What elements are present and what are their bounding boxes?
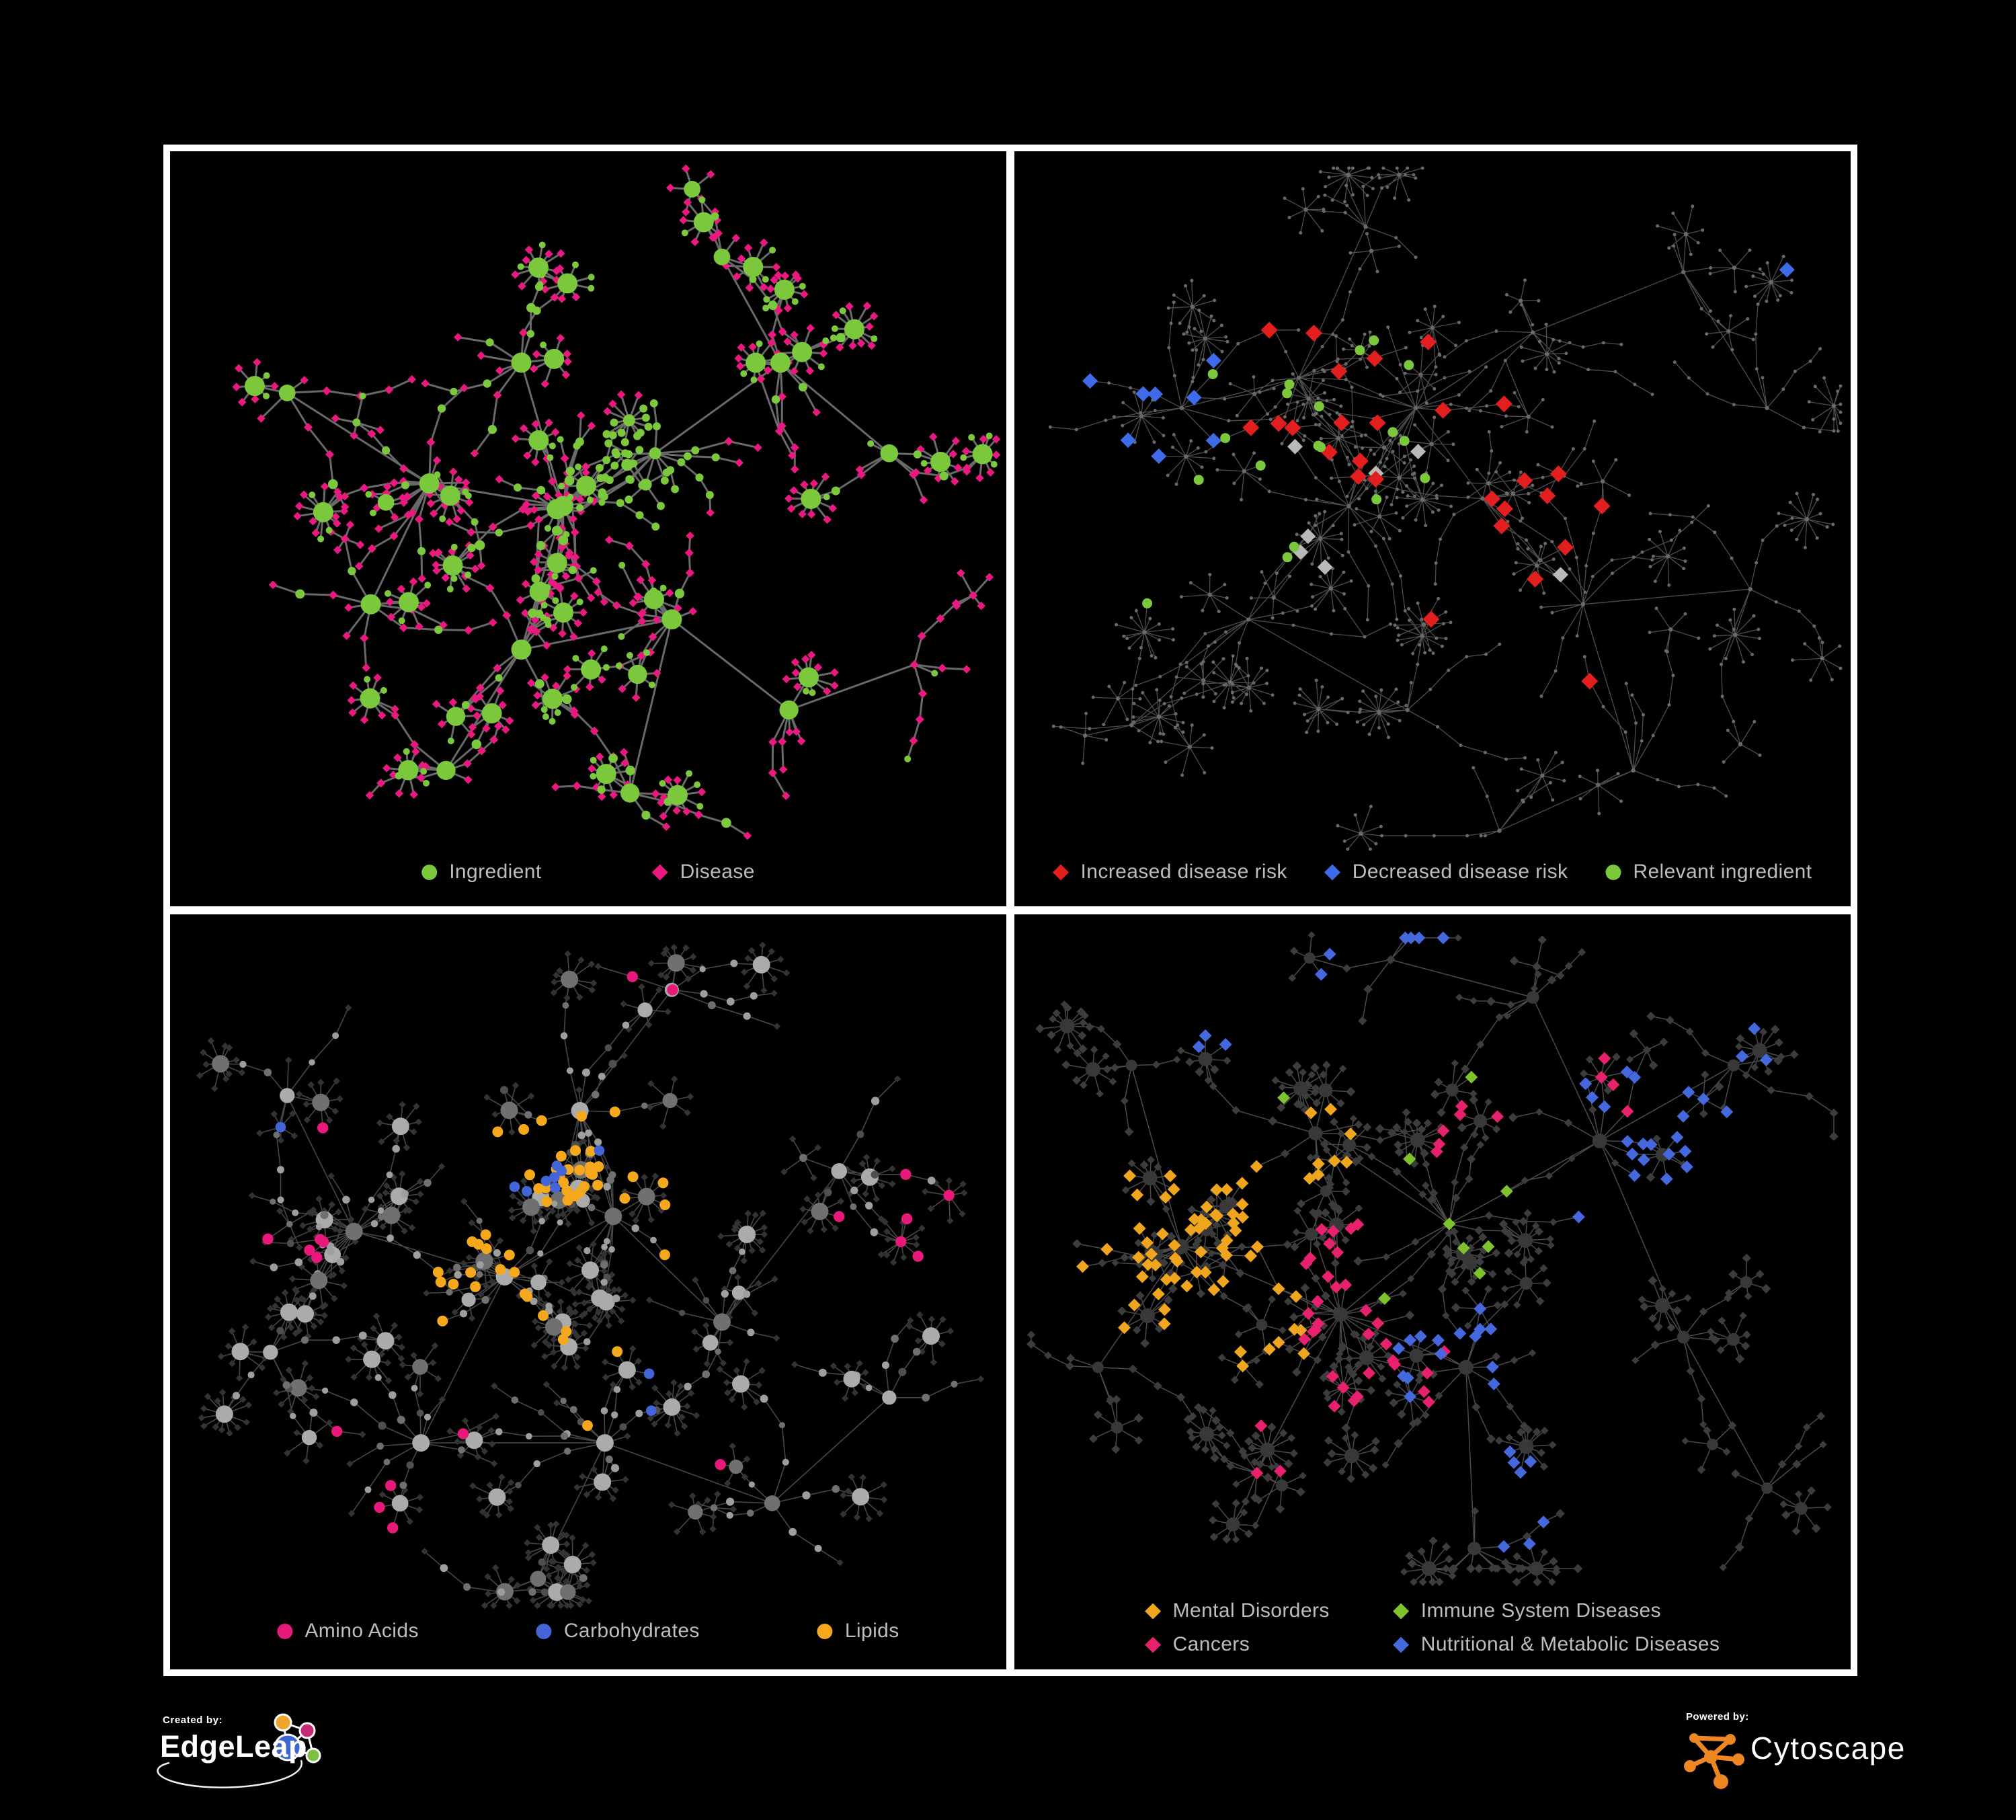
legend-ingredient-disease: Ingredient Disease — [421, 861, 755, 883]
carbohydrates-circle-marker-icon — [536, 1623, 552, 1639]
mental-disorders-diamond-marker-icon — [1145, 1602, 1162, 1620]
panel-nutrient-classes: Amino Acids Carbohydrates Lipids — [170, 914, 1006, 1669]
legend-label: Carbohydrates — [563, 1620, 700, 1642]
edgeleap-orange-node — [274, 1713, 292, 1732]
cytoscape-wordmark: Cytoscape — [1750, 1731, 1906, 1766]
panel-ingredient-disease: Ingredient Disease — [170, 151, 1006, 906]
legend-disease-classes: Mental Disorders Immune System Diseases … — [1145, 1599, 1720, 1656]
disease-classes-network-graph — [1026, 931, 1839, 1587]
lipids-circle-marker-icon — [817, 1623, 833, 1639]
legend-label: Cancers — [1172, 1633, 1250, 1655]
nutrient-classes-network-graph — [196, 941, 985, 1610]
cancers-diamond-marker-icon — [1145, 1636, 1162, 1653]
edgeleap-logo: Created by: EdgeLeap — [145, 1713, 333, 1794]
immune-system-diamond-marker-icon — [1393, 1602, 1410, 1620]
disease-risk-network-graph — [1048, 166, 1843, 851]
legend-item-amino-acids: Amino Acids — [277, 1620, 418, 1643]
legend-item-carbohydrates: Carbohydrates — [536, 1620, 700, 1643]
panel-disease-risk: Increased disease risk Decreased disease… — [1014, 151, 1851, 906]
legend-nutrient-classes: Amino Acids Carbohydrates Lipids — [277, 1620, 899, 1643]
cytoscape-logo: Powered by: Cytoscape — [1681, 1711, 1976, 1792]
legend-label: Lipids — [844, 1620, 899, 1642]
edgeleap-swoosh — [157, 1759, 303, 1788]
legend-item-decreased-risk: Decreased disease risk — [1324, 861, 1568, 883]
figure-grid: Ingredient Disease Increased disease ris… — [163, 145, 1857, 1676]
cytoscape-icon-nodes — [1684, 1733, 1744, 1789]
edgeleap-green-node — [305, 1747, 321, 1764]
nutritional-metabolic-diamond-marker-icon — [1393, 1636, 1410, 1653]
created-by-label: Created by: — [163, 1714, 223, 1726]
legend-item-immune-system-diseases: Immune System Diseases — [1393, 1599, 1720, 1622]
legend-item-mental-disorders: Mental Disorders — [1145, 1599, 1330, 1622]
panel-disease-classes: Mental Disorders Immune System Diseases … — [1014, 914, 1851, 1669]
legend-label: Increased disease risk — [1080, 861, 1287, 883]
legend-label: Ingredient — [449, 861, 542, 883]
legend-item-disease: Disease — [652, 861, 755, 883]
edgeleap-blue-node — [274, 1733, 302, 1762]
legend-item-relevant-ingredient: Relevant ingredient — [1605, 861, 1812, 883]
increased-risk-diamond-marker-icon — [1052, 863, 1070, 881]
legend-item-increased-risk: Increased disease risk — [1052, 861, 1287, 883]
cytoscape-network-icon — [1684, 1733, 1744, 1789]
legend-label: Relevant ingredient — [1633, 861, 1812, 883]
ingredient-circle-marker-icon — [421, 864, 438, 880]
disease-diamond-marker-icon — [652, 863, 669, 881]
edgeleap-network-icon — [157, 1713, 321, 1788]
relevant-ingredient-circle-marker-icon — [1605, 864, 1621, 880]
legend-label: Amino Acids — [305, 1620, 419, 1642]
legend-disease-risk: Increased disease risk Decreased disease… — [1052, 861, 1812, 883]
legend-label: Immune System Diseases — [1420, 1599, 1661, 1622]
edgeleap-magenta-node — [298, 1722, 316, 1739]
legend-item-nutritional-metabolic-diseases: Nutritional & Metabolic Diseases — [1393, 1633, 1720, 1656]
edgeleap-wordmark: EdgeLeap — [160, 1729, 308, 1764]
decreased-risk-diamond-marker-icon — [1324, 863, 1341, 881]
powered-by-label: Powered by: — [1686, 1711, 1749, 1723]
ingredient-disease-network-graph — [232, 164, 1001, 840]
legend-item-cancers: Cancers — [1145, 1633, 1330, 1656]
legend-label: Decreased disease risk — [1352, 861, 1568, 883]
legend-item-ingredient: Ingredient — [421, 861, 541, 883]
amino-acids-circle-marker-icon — [277, 1623, 293, 1639]
legend-item-lipids: Lipids — [817, 1620, 899, 1643]
legend-label: Disease — [680, 861, 755, 883]
legend-label: Nutritional & Metabolic Diseases — [1420, 1633, 1720, 1655]
legend-label: Mental Disorders — [1172, 1599, 1330, 1622]
